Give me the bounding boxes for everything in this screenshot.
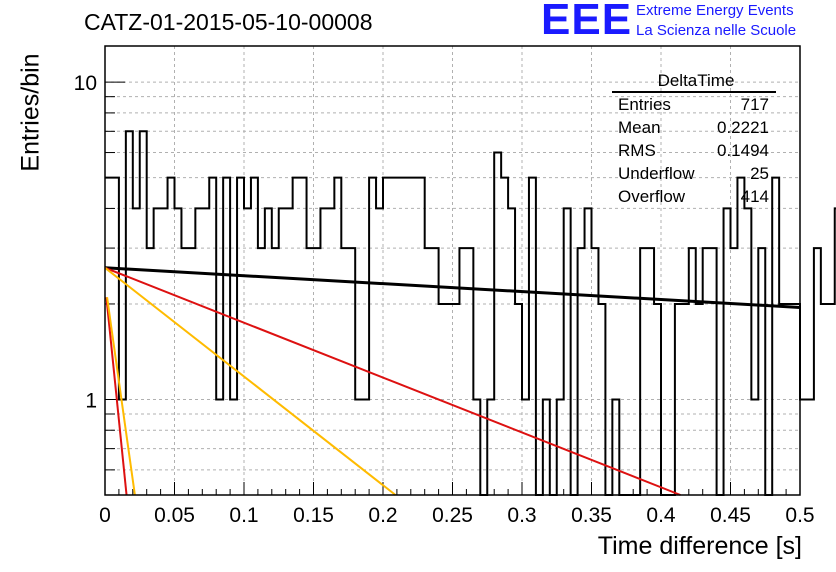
- histogram-series: [105, 130, 836, 496]
- plot-frame: [104, 45, 801, 496]
- x-tick-label: 0.25: [432, 504, 473, 527]
- y-axis-label-wrap: Entries/bin: [6, 40, 45, 190]
- stats-row-label: Mean: [618, 118, 661, 137]
- stats-row-label: Overflow: [618, 187, 686, 206]
- fit-line-red: [104, 266, 681, 496]
- stats-row-value: 0.1494: [717, 141, 769, 160]
- eee-logo-icon: EEE: [541, 0, 633, 44]
- stats-row-label: Underflow: [618, 164, 695, 183]
- y-axis-label: Entries/bin: [16, 53, 45, 172]
- x-tick-label: 0.3: [507, 504, 536, 527]
- x-tick-label: 0.15: [293, 504, 334, 527]
- stats-row-value: 414: [741, 187, 769, 206]
- run-title: CATZ-01-2015-05-10-00008: [84, 9, 373, 35]
- x-tick-label: 0.4: [646, 504, 676, 527]
- x-tick-label: 0: [99, 504, 111, 527]
- x-tick-label: 0.35: [571, 504, 612, 527]
- fit-line-black: [104, 266, 801, 309]
- x-tick-label: 0.2: [368, 504, 397, 527]
- x-tick-label: 0.45: [710, 504, 751, 527]
- stats-row-value: 717: [741, 95, 769, 114]
- fit-line-red: [105, 297, 128, 496]
- stats-row-label: RMS: [618, 141, 656, 160]
- stats-box-title: DeltaTime: [658, 71, 735, 90]
- logo-subtitle-line2: La Scienza nelle Scuole: [636, 22, 797, 39]
- x-tick-label: 0.05: [154, 504, 195, 527]
- stats-row-value: 0.2221: [717, 118, 769, 137]
- stats-row-label: Entries: [618, 95, 671, 114]
- fit-line-yellow: [104, 267, 397, 496]
- fit-line-yellow: [106, 297, 136, 496]
- x-tick-label: 0.5: [785, 504, 814, 527]
- y-tick-label: 1: [85, 389, 97, 412]
- x-axis-label: Time difference [s]: [597, 532, 802, 560]
- x-tick-label: 0.1: [229, 504, 258, 527]
- stats-row-value: 25: [750, 164, 769, 183]
- y-tick-label: 10: [74, 72, 97, 95]
- logo-subtitle-line1: Extreme Energy Events: [636, 2, 794, 19]
